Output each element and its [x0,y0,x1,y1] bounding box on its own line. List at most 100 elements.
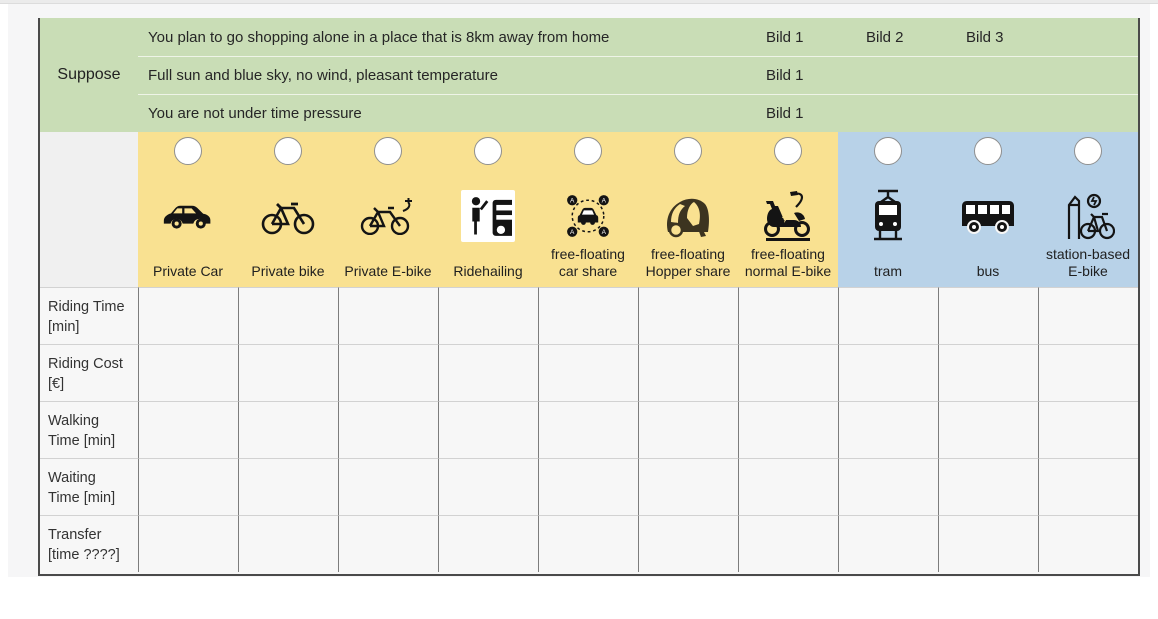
scenario-section: You plan to go shopping alone in a place… [138,18,1138,132]
row-waiting-time: Waiting Time [min] [40,458,1138,515]
private-bike-icon [260,197,316,235]
private-ebike-icon [359,197,417,235]
value-cell [638,515,738,572]
svg-text:A: A [602,198,607,205]
radio-ff-hopper[interactable] [674,137,702,165]
value-cell [238,458,338,515]
station-ebike-icon [1061,191,1115,241]
attr-label: Waiting Time [min] [40,458,138,515]
value-cell [538,344,638,401]
ff-ebike-icon [760,191,816,241]
radio-station-ebike[interactable] [1074,137,1102,165]
mode-label: Private bike [251,263,325,279]
value-cell [438,515,538,572]
attr-label: Walking Time [min] [40,401,138,458]
value-cell [338,344,438,401]
top-divider [0,0,1158,4]
svg-text:A: A [570,229,575,236]
value-cell [938,344,1038,401]
value-cell [738,401,838,458]
row-walking-time: Walking Time [min] [40,401,1138,458]
mode-header-row: Private Car Private bike [40,132,1138,287]
bild-link[interactable]: Bild 3 [966,28,1004,46]
row-riding-cost: Riding Cost [€] [40,344,1138,401]
value-cell [238,515,338,572]
scenario-text: You plan to go shopping alone in a place… [148,28,610,46]
radio-ridehailing[interactable] [474,137,502,165]
bus-icon [960,197,1016,235]
value-cell [838,287,938,344]
row-transfer: Transfer [time ????] [40,515,1138,572]
mode-col-private-ebike: Private E-bike [338,132,438,287]
value-cell [438,401,538,458]
radio-ff-carshare[interactable] [574,137,602,165]
mode-col-private-car: Private Car [138,132,238,287]
tram-icon [868,189,908,243]
mode-label: free-floating car share [551,246,625,279]
value-cell [638,458,738,515]
scenario-text: Full sun and blue sky, no wind, pleasant… [148,67,498,84]
ff-carshare-icon: A A A A [562,190,614,242]
value-cell [338,458,438,515]
value-cell [838,401,938,458]
value-cell [738,515,838,572]
mode-label: bus [976,263,1000,279]
value-cell [638,344,738,401]
value-cell [838,458,938,515]
radio-private-ebike[interactable] [374,137,402,165]
radio-bus[interactable] [974,137,1002,165]
mode-choice-table: Suppose You plan to go shopping alone in… [38,18,1140,576]
mode-col-ff-hopper: free-floating Hopper share [638,132,738,287]
bild-link[interactable]: Bild 1 [766,67,804,84]
bild-link[interactable]: Bild 2 [866,28,904,46]
mode-col-station-ebike: station-based E-bike [1038,132,1138,287]
radio-ff-ebike[interactable] [774,137,802,165]
value-cell [438,344,538,401]
value-cell [638,287,738,344]
scenario-row-3: You are not under time pressure Bild 1 [138,94,1138,132]
value-cell [938,287,1038,344]
bild-link[interactable]: Bild 1 [766,28,804,46]
mode-col-private-bike: Private bike [238,132,338,287]
value-cell [438,287,538,344]
scenario-row-1: You plan to go shopping alone in a place… [138,18,1138,56]
ff-hopper-icon [660,194,716,238]
value-cell [538,287,638,344]
bild-link[interactable]: Bild 1 [766,105,804,122]
value-cell [738,344,838,401]
mode-label: Private E-bike [344,263,432,279]
survey-panel: Suppose You plan to go shopping alone in… [8,4,1150,577]
mode-col-bus: bus [938,132,1038,287]
mode-col-ridehailing: Ridehailing [438,132,538,287]
mode-col-tram: tram [838,132,938,287]
value-cell [1038,287,1138,344]
value-cell [338,401,438,458]
attr-label: Riding Cost [€] [40,344,138,401]
value-cell [438,458,538,515]
value-cell [738,458,838,515]
value-cell [538,458,638,515]
value-cell [738,287,838,344]
value-cell [1038,401,1138,458]
value-cell [838,515,938,572]
radio-private-bike[interactable] [274,137,302,165]
value-cell [238,287,338,344]
value-cell [838,344,938,401]
private-car-icon [159,199,217,233]
mode-label: free-floating Hopper share [645,246,731,279]
value-cell [538,401,638,458]
svg-text:A: A [570,198,575,205]
value-cell [138,344,238,401]
svg-text:A: A [602,229,607,236]
ridehailing-icon [461,190,515,242]
value-cell [1038,344,1138,401]
radio-private-car[interactable] [174,137,202,165]
mode-label: Ridehailing [453,263,523,279]
mode-label: tram [874,263,902,279]
corner-cell [40,132,138,287]
attr-label: Riding Time [min] [40,287,138,344]
mode-label: Private Car [152,263,224,279]
value-cell [1038,458,1138,515]
radio-tram[interactable] [874,137,902,165]
value-cell [938,515,1038,572]
